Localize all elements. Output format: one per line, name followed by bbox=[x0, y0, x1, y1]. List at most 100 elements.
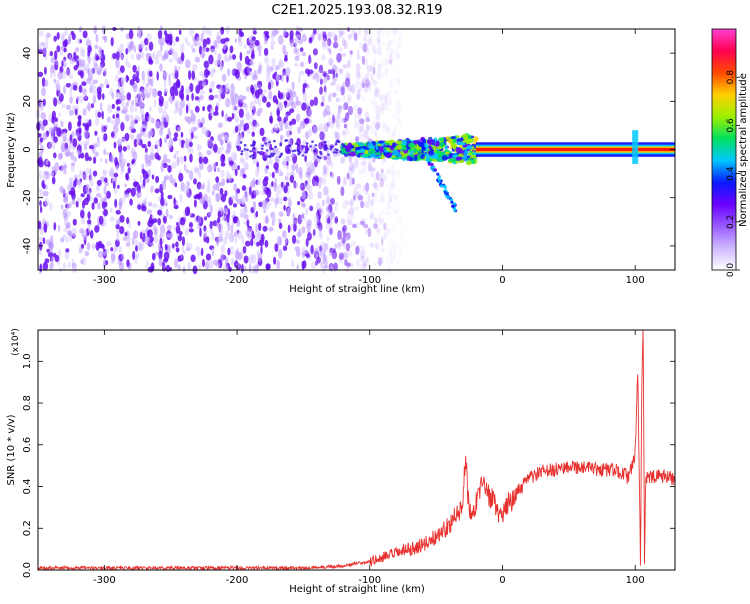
noise-speckle bbox=[115, 224, 120, 230]
noise-speckle bbox=[265, 263, 270, 271]
noise-speckle bbox=[373, 88, 379, 99]
noise-speckle bbox=[397, 199, 400, 209]
noise-speckle bbox=[39, 227, 44, 236]
noise-speckle bbox=[351, 29, 356, 38]
noise-speckle bbox=[320, 54, 326, 61]
noise-speckle bbox=[308, 37, 313, 43]
noise-speckle bbox=[354, 158, 359, 168]
noise-speckle bbox=[239, 119, 245, 127]
noise-speckle bbox=[350, 83, 356, 94]
noise-speckle bbox=[63, 196, 69, 204]
noise-speckle bbox=[115, 239, 120, 248]
noise-speckle bbox=[379, 192, 385, 198]
noise-speckle bbox=[370, 214, 376, 220]
noise-speckle bbox=[120, 109, 126, 114]
noise-speckle bbox=[138, 99, 143, 107]
noise-speckle bbox=[374, 192, 378, 203]
noise-speckle bbox=[292, 212, 296, 221]
noise-speckle bbox=[367, 193, 371, 203]
noise-speckle bbox=[377, 123, 381, 128]
noise-speckle bbox=[254, 83, 257, 92]
noise-speckle bbox=[388, 188, 392, 199]
noise-speckle bbox=[308, 69, 314, 75]
noise-speckle bbox=[87, 102, 91, 112]
noise-speckle bbox=[376, 45, 382, 56]
snr-y-tick-label: 0.2 bbox=[22, 520, 33, 536]
noise-speckle bbox=[79, 228, 85, 234]
noise-speckle bbox=[328, 94, 331, 103]
noise-speckle bbox=[201, 259, 206, 267]
noise-speckle bbox=[110, 247, 114, 252]
noise-speckle bbox=[335, 120, 339, 127]
noise-speckle bbox=[220, 162, 226, 167]
noise-speckle bbox=[228, 266, 232, 272]
noise-speckle bbox=[213, 259, 219, 266]
noise-speckle bbox=[380, 196, 386, 204]
noise-speckle bbox=[369, 88, 373, 93]
noise-speckle bbox=[273, 146, 279, 153]
precursor-blob bbox=[309, 145, 312, 148]
noise-speckle bbox=[205, 128, 209, 138]
noise-speckle bbox=[176, 57, 181, 65]
noise-speckle bbox=[205, 236, 210, 244]
noise-speckle bbox=[319, 78, 323, 85]
precursor-blob bbox=[279, 144, 283, 147]
noise-speckle bbox=[386, 227, 392, 235]
precursor-blob bbox=[262, 157, 266, 161]
noise-speckle bbox=[381, 255, 384, 265]
noise-speckle bbox=[251, 131, 255, 137]
precursor-blob bbox=[334, 143, 338, 146]
noise-speckle bbox=[118, 154, 122, 164]
noise-speckle bbox=[98, 215, 104, 225]
noise-speckle bbox=[316, 256, 321, 264]
transition-blob bbox=[432, 158, 437, 162]
noise-speckle bbox=[208, 258, 214, 269]
noise-speckle bbox=[45, 159, 49, 166]
noise-speckle bbox=[266, 187, 270, 192]
noise-speckle bbox=[120, 54, 123, 61]
noise-speckle bbox=[216, 35, 221, 44]
noise-speckle bbox=[257, 84, 262, 89]
noise-speckle bbox=[376, 112, 381, 121]
noise-speckle bbox=[178, 137, 182, 147]
noise-speckle bbox=[335, 72, 339, 78]
noise-speckle bbox=[164, 175, 170, 181]
noise-speckle bbox=[62, 164, 68, 170]
noise-speckle bbox=[301, 51, 306, 57]
precursor-blob bbox=[240, 150, 244, 153]
noise-speckle bbox=[141, 168, 146, 174]
transition-blob bbox=[441, 155, 448, 161]
noise-speckle bbox=[173, 204, 179, 210]
noise-speckle bbox=[299, 146, 303, 153]
noise-speckle bbox=[390, 178, 395, 188]
noise-speckle bbox=[336, 52, 342, 63]
noise-speckle bbox=[43, 190, 49, 197]
noise-speckle bbox=[140, 88, 145, 96]
noise-speckle bbox=[244, 55, 250, 65]
noise-speckle bbox=[323, 155, 327, 161]
noise-speckle bbox=[246, 233, 252, 239]
noise-speckle bbox=[388, 247, 393, 258]
noise-speckle bbox=[313, 248, 320, 258]
noise-speckle bbox=[287, 176, 291, 182]
precursor-blob bbox=[264, 142, 268, 145]
precursor-blob bbox=[336, 139, 340, 142]
noise-speckle bbox=[42, 119, 48, 127]
noise-speckle bbox=[338, 104, 342, 114]
noise-speckle bbox=[206, 150, 212, 156]
noise-speckle bbox=[347, 210, 351, 218]
noise-speckle bbox=[215, 176, 220, 183]
noise-speckle bbox=[157, 90, 163, 97]
noise-speckle bbox=[120, 65, 125, 73]
noise-speckle bbox=[264, 56, 269, 64]
noise-speckle bbox=[195, 36, 202, 46]
noise-speckle bbox=[86, 37, 90, 46]
noise-speckle bbox=[201, 25, 207, 36]
noise-speckle bbox=[96, 67, 101, 75]
noise-speckle bbox=[380, 169, 384, 178]
noise-speckle bbox=[217, 210, 222, 219]
noise-speckle bbox=[294, 219, 299, 225]
noise-speckle bbox=[397, 217, 404, 225]
noise-speckle bbox=[144, 154, 149, 164]
